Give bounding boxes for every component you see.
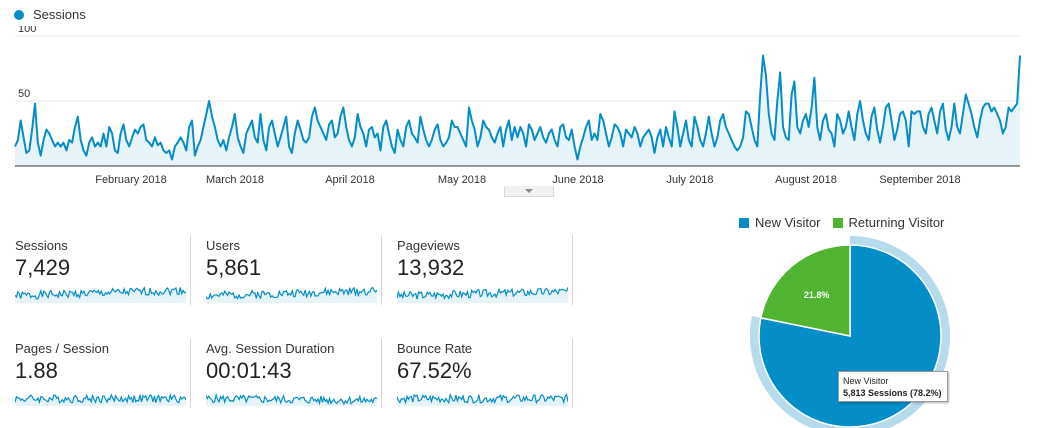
metric-value: 5,861 xyxy=(206,255,262,280)
sparkline-fill xyxy=(397,394,568,406)
metric-label: Bounce Rate xyxy=(397,341,473,356)
sessions-area-fill xyxy=(15,55,1020,166)
chart-collapse-toggle[interactable] xyxy=(504,186,554,197)
pie-legend-label: Returning Visitor xyxy=(848,215,945,230)
pie-legend: New Visitor Returning Visitor xyxy=(739,215,956,230)
divider xyxy=(381,235,382,305)
pageviews-sparkline xyxy=(397,287,568,303)
metric-pageviews[interactable]: Pageviews 13,932 xyxy=(397,235,573,305)
x-tick-label: June 2018 xyxy=(552,174,603,186)
series-dot-icon xyxy=(14,9,24,20)
x-tick-label: July 2018 xyxy=(666,174,713,186)
bounce-rate-sparkline xyxy=(397,392,568,406)
divider xyxy=(572,235,573,305)
metric-label: Pages / Session xyxy=(15,341,109,356)
tooltip-title: New Visitor xyxy=(843,376,889,386)
sparkline-line xyxy=(397,287,568,301)
metric-value: 7,429 xyxy=(15,255,71,280)
pages-per-session-sparkline xyxy=(15,392,186,406)
sparkline-line xyxy=(15,286,186,300)
x-tick-label: August 2018 xyxy=(775,174,837,186)
metric-value: 13,932 xyxy=(397,255,465,280)
metric-value: 00:01:43 xyxy=(206,358,292,383)
pie-tooltip: New Visitor 5,813 Sessions (78.2%) xyxy=(838,371,948,402)
divider xyxy=(190,338,191,408)
x-tick-label: September 2018 xyxy=(879,174,960,186)
metric-label: Pageviews xyxy=(397,238,460,253)
metric-label: Users xyxy=(206,238,240,253)
divider xyxy=(572,338,573,408)
avg-session-duration-sparkline xyxy=(206,392,377,406)
caret-down-icon xyxy=(525,189,533,193)
metric-pages-per-session[interactable]: Pages / Session 1.88 xyxy=(15,338,191,408)
sessions-line-chart[interactable]: 100 50 February 2018 March 2018 April 2018 Ma… xyxy=(0,26,1030,188)
sparkline-fill xyxy=(15,287,186,303)
metric-bounce-rate[interactable]: Bounce Rate 67.52% xyxy=(397,338,573,408)
sparkline-line xyxy=(397,392,568,405)
metric-value: 67.52% xyxy=(397,358,472,383)
metric-avg-session-duration[interactable]: Avg. Session Duration 00:01:43 xyxy=(206,338,382,408)
metric-users[interactable]: Users 5,861 xyxy=(206,235,382,305)
x-tick-label: April 2018 xyxy=(325,174,375,186)
x-tick-label: May 2018 xyxy=(438,174,486,186)
users-sparkline xyxy=(206,286,377,303)
sparkline-line xyxy=(15,392,186,405)
tooltip-detail: 5,813 Sessions (78.2%) xyxy=(843,388,942,398)
x-tick-label: February 2018 xyxy=(95,174,167,186)
series-legend[interactable]: Sessions xyxy=(14,7,86,22)
sessions-series-line xyxy=(14,54,1021,161)
y-tick-label: 50 xyxy=(18,88,30,100)
sessions-sparkline xyxy=(15,286,186,303)
pie-legend-new-visitor[interactable]: New Visitor xyxy=(739,215,821,230)
pie-legend-label: New Visitor xyxy=(755,215,821,230)
x-tick-label: March 2018 xyxy=(206,174,264,186)
metric-label: Sessions xyxy=(15,238,68,253)
pie-legend-returning-visitor[interactable]: Returning Visitor xyxy=(832,215,945,230)
divider xyxy=(381,338,382,408)
legend-swatch-icon xyxy=(832,217,843,228)
pie-slice-label: 21.8% xyxy=(804,290,830,300)
divider xyxy=(190,235,191,305)
metric-value: 1.88 xyxy=(15,358,58,383)
legend-swatch-icon xyxy=(739,217,749,228)
metric-label: Avg. Session Duration xyxy=(206,341,335,356)
pie-slice-returning-visitor[interactable] xyxy=(759,244,851,337)
series-legend-label: Sessions xyxy=(33,7,86,22)
metric-sessions[interactable]: Sessions 7,429 xyxy=(15,235,191,305)
sparkline-line xyxy=(206,392,377,406)
sparkline-line xyxy=(206,286,377,300)
y-tick-label: 100 xyxy=(18,26,36,35)
sparkline-fill xyxy=(206,287,377,303)
